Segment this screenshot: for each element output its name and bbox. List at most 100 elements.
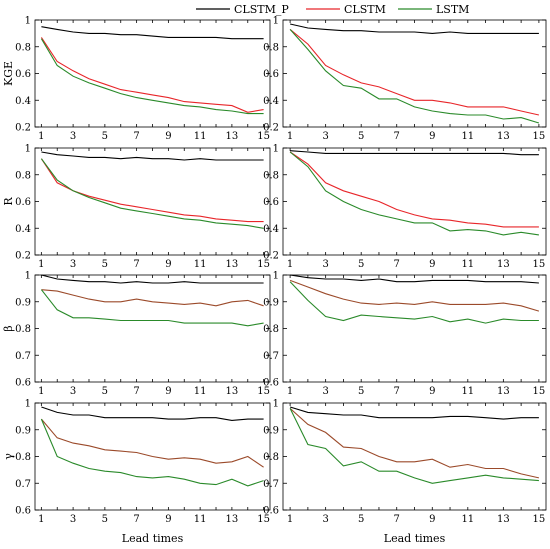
y-tick-label: 0.4 [15, 224, 31, 235]
x-tick-label: 7 [133, 514, 139, 525]
legend-label-2: LSTM [436, 3, 469, 16]
x-tick-label: 3 [70, 131, 76, 142]
y-tick-label: 0.4 [15, 96, 31, 107]
series-line-clstm-p [41, 151, 264, 161]
panel-r0-c1: 0.20.40.60.811 3 5 7 9 11 13 15 [263, 16, 547, 142]
panel-r2-c0: 0.60.70.80.911 3 5 7 9 11 13 15 [15, 271, 271, 397]
legend-label-0: CLSTM_P [234, 3, 289, 16]
panel-r1-c1: 0.20.40.60.811 3 5 7 9 11 13 15 [263, 144, 547, 270]
x-tick-label: 3 [322, 131, 328, 142]
x-tick-label: 9 [165, 259, 171, 270]
x-tick-label: 3 [322, 386, 328, 397]
y-tick-label: 0.6 [15, 506, 31, 517]
plot-frame [282, 274, 547, 383]
y-tick-label: 0.8 [263, 452, 279, 463]
y-axis-label-1: R [2, 197, 15, 206]
y-tick-label: 0.9 [263, 425, 279, 436]
x-tick-label: 15 [257, 259, 270, 270]
x-tick-label: 9 [429, 514, 435, 525]
x-tick-label: 15 [533, 514, 546, 525]
x-tick-label: 1 [287, 386, 293, 397]
series-line-lstm [289, 408, 539, 484]
legend: CLSTM_P CLSTM LSTM [196, 3, 469, 16]
y-tick-label: 0.7 [263, 479, 279, 490]
y-tick-label: 0.8 [263, 42, 279, 53]
x-tick-label: 5 [358, 514, 364, 525]
y-tick-label: 0.8 [15, 42, 31, 53]
series-line-lstm [40, 418, 264, 487]
panel-r1-c0: 0.20.40.60.811 3 5 7 9 11 13 15 [15, 144, 271, 270]
x-tick-label: 5 [358, 386, 364, 397]
x-tick-label: 15 [533, 131, 546, 142]
x-tick-label: 5 [102, 259, 108, 270]
y-tick-label: 1 [273, 144, 279, 155]
x-tick-label: 11 [461, 131, 474, 142]
x-tick-label: 7 [133, 131, 139, 142]
x-tick-label: 1 [38, 386, 44, 397]
y-tick-label: 0.6 [263, 69, 279, 80]
x-tick-label: 3 [70, 386, 76, 397]
y-axis-label-3: γ [2, 453, 15, 460]
x-tick-label: 7 [133, 386, 139, 397]
y-tick-label: 0.7 [263, 351, 279, 362]
x-tick-label: 7 [394, 386, 400, 397]
y-tick-label: 0.6 [263, 506, 279, 517]
x-tick-label: 5 [102, 514, 108, 525]
x-tick-label: 9 [165, 514, 171, 525]
x-tick-label: 5 [358, 131, 364, 142]
x-tick-label: 13 [226, 386, 239, 397]
panel-r3-c1: 0.60.70.80.911 3 5 7 9 11 13 15 [263, 399, 547, 525]
y-tick-label: 1 [273, 16, 279, 27]
panel-r3-c0: 0.60.70.80.911 3 5 7 9 11 13 15 [15, 399, 271, 525]
x-tick-label: 1 [287, 514, 293, 525]
y-tick-label: 0.9 [15, 297, 31, 308]
x-tick-label: 11 [194, 386, 207, 397]
x-tick-label: 11 [461, 386, 474, 397]
x-tick-label: 11 [461, 259, 474, 270]
x-tick-label: 5 [102, 131, 108, 142]
series-line-lstm [289, 29, 540, 124]
legend-label-1: CLSTM [344, 3, 386, 16]
x-tick-label: 1 [287, 131, 293, 142]
series-line-lstm [40, 289, 264, 327]
y-tick-label: 0.9 [15, 425, 31, 436]
y-tick-label: 1 [273, 399, 279, 410]
x-tick-label: 15 [533, 386, 546, 397]
plot-frame [282, 19, 547, 128]
y-tick-label: 0.2 [15, 251, 31, 262]
y-tick-label: 0.6 [15, 69, 31, 80]
x-tick-label: 7 [394, 131, 400, 142]
series-line-clstm [40, 37, 264, 113]
series-line-clstm-p [289, 406, 539, 420]
y-tick-label: 1 [25, 16, 31, 27]
x-tick-label: 13 [226, 131, 239, 142]
x-tick-label: 15 [533, 259, 546, 270]
y-tick-label: 0.2 [15, 123, 31, 134]
y-tick-label: 0.7 [15, 479, 31, 490]
x-tick-label: 5 [102, 386, 108, 397]
plot-frame [282, 147, 547, 256]
x-tick-label: 11 [194, 514, 207, 525]
plot-frame [34, 274, 271, 383]
x-tick-label: 1 [38, 259, 44, 270]
series-line-lstm [289, 281, 539, 324]
x-axis-label-0: Lead times [122, 532, 184, 545]
x-tick-label: 3 [70, 514, 76, 525]
x-tick-label: 1 [287, 259, 293, 270]
x-tick-label: 7 [394, 259, 400, 270]
x-tick-label: 7 [133, 259, 139, 270]
series-line-clstm [41, 289, 264, 307]
series-line-clstm-p [41, 26, 264, 40]
series-line-clstm [289, 151, 539, 228]
y-tick-label: 0.8 [263, 170, 279, 181]
series-line-clstm [289, 407, 540, 479]
y-tick-label: 0.6 [15, 197, 31, 208]
y-tick-label: 0.8 [15, 452, 31, 463]
x-tick-label: 15 [257, 386, 270, 397]
y-tick-label: 0.6 [263, 378, 279, 389]
y-tick-label: 1 [25, 144, 31, 155]
x-tick-label: 11 [194, 131, 207, 142]
x-tick-label: 11 [461, 514, 474, 525]
series-line-clstm-p [41, 274, 264, 284]
x-tick-label: 15 [257, 131, 270, 142]
